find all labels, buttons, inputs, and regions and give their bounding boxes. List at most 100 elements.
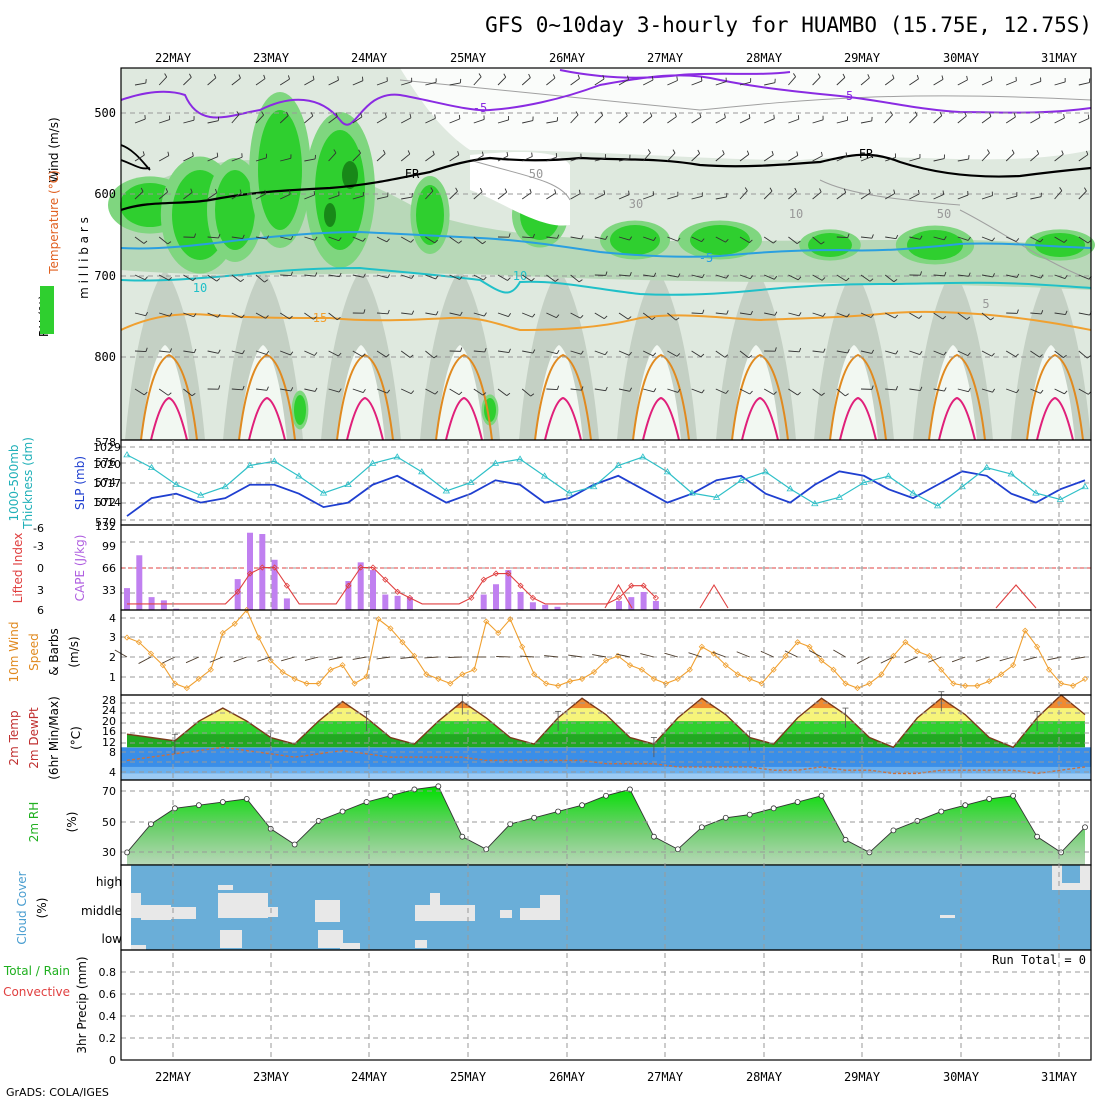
thickness-marker	[614, 461, 622, 468]
wind-barb	[618, 79, 629, 86]
wind-barb	[618, 194, 630, 200]
wind-barb	[473, 236, 483, 245]
wind-barb-feather	[531, 152, 533, 157]
wind-barb	[183, 192, 193, 200]
slp-tick: 1017	[93, 477, 121, 490]
wind-barb	[425, 190, 434, 200]
li-line-late	[995, 584, 1037, 609]
temp-contour-25	[938, 396, 976, 441]
rh-area	[127, 786, 1085, 865]
wind-barb	[328, 194, 340, 200]
wind-barb	[473, 155, 484, 162]
cloud-gap	[318, 930, 343, 948]
wind-barb	[957, 274, 969, 277]
rh-marker	[651, 833, 657, 840]
temp-tick: 8	[109, 746, 116, 759]
wind-barb-feather	[236, 111, 240, 115]
wind-barb-feather	[992, 273, 995, 278]
cape-bar	[628, 597, 635, 610]
thickness-marker	[933, 502, 942, 509]
wind-barb-feather	[600, 111, 604, 116]
cape-bar	[173, 608, 180, 610]
wind-barb	[860, 192, 871, 200]
wind-speed-marker	[698, 643, 705, 650]
wind-barb	[1054, 117, 1065, 124]
wind-barb-feather	[914, 111, 918, 116]
wind-barb-feather	[556, 349, 560, 354]
wind-barb	[715, 388, 727, 394]
wind-barb-feather	[1063, 239, 1068, 243]
wind10m-barb	[999, 656, 1014, 662]
wind-speed-marker	[291, 675, 298, 682]
wind-barb-feather	[652, 352, 657, 357]
wind-barb-feather	[508, 233, 511, 238]
wind-barb-feather	[144, 391, 148, 396]
li-marker	[259, 564, 266, 571]
wind-barb	[304, 274, 316, 277]
wind-barb-feather	[942, 316, 947, 320]
temp-contour-25	[544, 396, 582, 441]
wind-barb	[594, 388, 606, 392]
li-marker	[492, 570, 500, 577]
wind-barb-feather	[672, 149, 676, 154]
wind-barb-feather	[410, 239, 414, 243]
wind-barb-feather	[917, 189, 920, 195]
wind-barb-feather	[508, 348, 511, 353]
wind-barb	[715, 274, 727, 279]
wind-barb-feather	[1013, 113, 1016, 118]
wind-barb-feather	[798, 312, 802, 317]
wind-barb	[909, 157, 921, 162]
upper-pressure-label: m i l l i b a r s	[77, 217, 91, 299]
cloud-gap	[218, 885, 233, 890]
cape-bar	[616, 600, 622, 610]
wind-speed-marker	[531, 671, 538, 678]
wind-barb	[691, 312, 703, 315]
rh-tongue-core	[732, 345, 780, 440]
cape-bar	[505, 570, 512, 610]
wind-barb	[1006, 195, 1017, 200]
wind-barb-feather	[506, 151, 509, 157]
wind-barb	[546, 350, 558, 355]
wind10m-barb	[376, 656, 391, 660]
wind-barb-feather	[749, 390, 753, 395]
wind-barb	[1006, 274, 1018, 278]
contour-label: 15	[313, 311, 327, 325]
slp-label: SLP (mb)	[73, 456, 87, 510]
rh-tongue-core	[337, 345, 385, 440]
wind-barb	[981, 152, 990, 162]
wind-barb	[497, 312, 509, 318]
wind-barb	[328, 388, 340, 393]
wind-barb-feather	[484, 348, 487, 353]
wind-barb-feather	[990, 317, 995, 321]
wind10m-barb	[209, 656, 223, 663]
wind-barb	[497, 274, 508, 281]
wind-barb-feather	[384, 113, 387, 118]
wind-barb	[933, 78, 944, 86]
wind-barb	[788, 76, 796, 86]
wind-barb	[134, 350, 147, 353]
thickness-marker	[467, 478, 475, 485]
wind-barb-feather	[581, 386, 584, 391]
thickness-marker	[909, 489, 917, 496]
wind-barb-feather	[991, 352, 995, 357]
wind-barb-feather	[145, 311, 149, 316]
wind-barb-feather	[746, 150, 750, 155]
date-label-bottom: 27MAY	[647, 1070, 684, 1084]
wind-speed-marker	[399, 639, 406, 646]
wind-barb	[764, 82, 776, 86]
li-marker	[283, 582, 290, 589]
thickness-marker	[737, 476, 745, 483]
date-label-bottom: 23MAY	[253, 1070, 290, 1084]
wind-barb-feather	[386, 389, 390, 394]
wind-barb-feather	[964, 112, 967, 117]
wind-barb-feather	[531, 278, 535, 282]
date-label-top: 25MAY	[450, 51, 487, 65]
wind-barb	[1030, 312, 1042, 315]
wind-barb-feather	[1086, 150, 1089, 155]
cloud-level-low: low	[102, 932, 123, 946]
wind-barb	[691, 195, 703, 200]
wind-speed-marker	[770, 666, 777, 673]
wind-barb	[691, 116, 702, 124]
wind-barb	[618, 274, 630, 277]
